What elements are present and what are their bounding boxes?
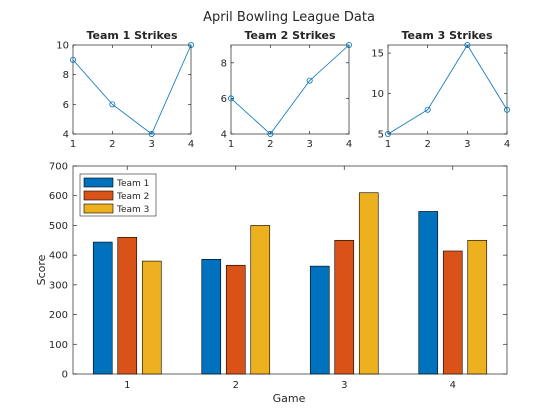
legend-label-team2: Team 2 xyxy=(116,192,149,202)
strikes-line xyxy=(230,44,350,135)
data-point-marker xyxy=(306,77,313,84)
y-tick-label: 6 xyxy=(63,100,69,111)
data-point-marker xyxy=(227,95,234,102)
bar-team3-game3 xyxy=(358,192,379,375)
plot-area xyxy=(230,44,350,135)
legend-swatch-team2 xyxy=(83,190,114,201)
y-tick-label: 4 xyxy=(221,130,227,141)
x-tick-label: 3 xyxy=(341,380,347,391)
x-tick-label: 1 xyxy=(385,139,391,150)
bar-team1-game2 xyxy=(201,259,222,375)
bar-team3-game1 xyxy=(141,260,162,375)
team3-strikes-title: Team 3 Strikes xyxy=(401,29,493,42)
bar-team3-game4 xyxy=(467,239,488,375)
x-tick-label: 4 xyxy=(346,139,352,150)
bar-team2-game1 xyxy=(117,237,138,375)
data-point-marker xyxy=(424,106,431,113)
bar-team1-game1 xyxy=(92,241,113,375)
figure-title: April Bowling League Data xyxy=(203,10,375,25)
bar-team2-game3 xyxy=(334,239,355,375)
bar-team1-game4 xyxy=(418,211,439,375)
game-score-bar-chart: Game Score 0 100 200 300 400 500 600 700 1 2 3 4 Tea… xyxy=(35,162,508,405)
data-point-marker xyxy=(503,106,510,113)
x-tick-label: 1 xyxy=(70,139,76,150)
y-tick-label: 500 xyxy=(49,221,68,232)
data-point-marker xyxy=(345,42,352,49)
y-tick-label: 4 xyxy=(63,130,69,141)
data-point-marker xyxy=(187,42,194,49)
data-point-marker xyxy=(384,130,391,137)
legend-swatch-team1 xyxy=(83,177,114,188)
bar-team3-game2 xyxy=(250,225,271,375)
data-point-marker xyxy=(70,56,77,63)
x-tick-label: 4 xyxy=(188,139,194,150)
team2-strikes-title: Team 2 Strikes xyxy=(244,29,336,42)
y-tick-label: 100 xyxy=(49,340,68,351)
data-point-marker xyxy=(464,42,471,49)
data-point-marker xyxy=(267,130,274,137)
plot-area xyxy=(72,44,192,135)
x-tick-label: 3 xyxy=(306,139,312,150)
plot-area xyxy=(387,44,508,135)
bar-team2-game4 xyxy=(442,250,463,375)
team3-strikes-plot: Team 3 Strikes 1 2 3 4 5 10 15 xyxy=(371,29,510,150)
legend-label-team1: Team 1 xyxy=(116,179,149,189)
x-axis-label: Game xyxy=(273,392,306,405)
y-tick-label: 5 xyxy=(378,130,384,141)
legend-label-team3: Team 3 xyxy=(116,205,149,215)
team1-strikes-plot: Team 1 Strikes 1 2 3 4 4 6 8 10 xyxy=(56,29,194,150)
x-tick-label: 2 xyxy=(109,139,115,150)
x-tick-label: 3 xyxy=(464,139,470,150)
y-tick-label: 200 xyxy=(49,310,68,321)
legend-swatch-team3 xyxy=(83,203,114,214)
x-tick-label: 2 xyxy=(267,139,273,150)
data-point-marker xyxy=(109,101,116,108)
team2-strikes-plot: Team 2 Strikes 1 2 3 4 4 6 8 xyxy=(221,29,353,150)
x-tick-label: 2 xyxy=(233,380,239,391)
y-axis-label: Score xyxy=(35,254,48,285)
x-tick-label: 1 xyxy=(228,139,234,150)
x-tick-label: 2 xyxy=(424,139,430,150)
team1-strikes-title: Team 1 Strikes xyxy=(86,29,178,42)
x-tick-label: 4 xyxy=(450,380,456,391)
y-tick-label: 700 xyxy=(49,162,68,173)
strikes-line xyxy=(387,44,508,135)
x-tick-label: 1 xyxy=(124,380,130,391)
bar-team1-game3 xyxy=(309,265,330,375)
x-tick-label: 3 xyxy=(148,139,154,150)
y-tick-label: 15 xyxy=(371,49,384,60)
y-tick-label: 10 xyxy=(56,41,69,52)
y-tick-label: 10 xyxy=(371,89,384,100)
data-point-marker xyxy=(148,130,155,137)
y-tick-label: 6 xyxy=(221,94,227,105)
y-tick-label: 8 xyxy=(221,58,227,69)
y-tick-label: 8 xyxy=(63,70,69,81)
bar-team2-game2 xyxy=(225,264,246,375)
x-tick-label: 4 xyxy=(504,139,510,150)
strikes-line xyxy=(72,44,192,135)
y-tick-label: 0 xyxy=(62,370,68,381)
y-tick-label: 300 xyxy=(49,280,68,291)
y-tick-label: 600 xyxy=(49,191,68,202)
y-tick-label: 400 xyxy=(49,251,68,262)
